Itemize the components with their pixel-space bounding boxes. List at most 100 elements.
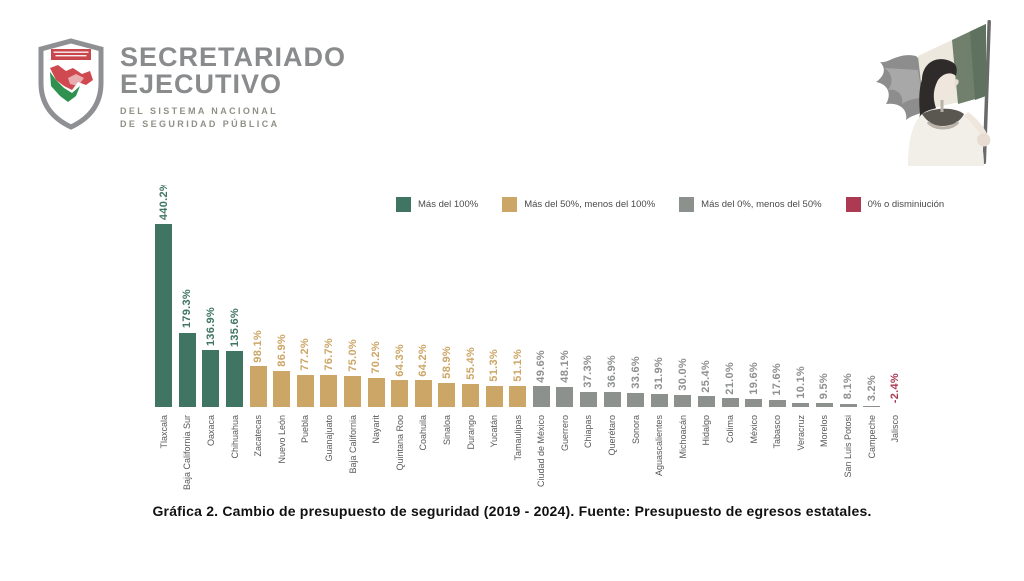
legend-label: Más del 0%, menos del 50% — [701, 199, 822, 210]
x-label-cell: Guanajuato — [317, 415, 341, 462]
x-label-cell: Puebla — [294, 415, 318, 443]
x-axis-label: Tabasco — [772, 415, 783, 449]
bar-column: 36.9% — [600, 355, 624, 407]
bar-column: 136.9% — [199, 307, 223, 407]
bar — [815, 403, 833, 407]
bar-column: 31.9% — [647, 357, 671, 407]
x-axis-label: México — [748, 415, 759, 444]
bar-column: 17.6% — [765, 363, 789, 407]
legend-swatch-icon — [679, 197, 695, 212]
bar-column: 37.3% — [577, 355, 601, 407]
x-label-cell: Hidalgo — [695, 415, 719, 446]
x-label-cell: Yucatán — [482, 415, 506, 448]
x-label-cell: Sonora — [624, 415, 648, 444]
bar-column: 25.4% — [695, 360, 719, 407]
bar-value-label: 98.1% — [252, 329, 265, 363]
legend-swatch-icon — [396, 197, 411, 212]
x-axis-label: Michoacán — [677, 415, 688, 459]
x-label-cell: Chihuahua — [223, 415, 247, 459]
bar-column: 51.1% — [506, 349, 530, 407]
bar — [745, 398, 763, 407]
bar-column: 77.2% — [294, 338, 318, 407]
bar — [768, 399, 786, 407]
plot-area: 440.2% 179.3% 136.9% 135.6% 98.1% 86.9% 77.2% 7… — [152, 185, 912, 407]
bar-column: 98.1% — [246, 329, 270, 407]
bar-value-label: 70.2% — [370, 341, 383, 374]
x-label-cell: San Luis Potosi — [836, 415, 860, 478]
org-title-line1: SECRETARIADO — [120, 42, 347, 72]
bar-value-label: 37.3% — [582, 354, 595, 388]
org-wordmark: SECRETARIADO EJECUTIVO DEL SISTEMA NACIO… — [120, 38, 346, 131]
x-axis-label: Oaxaca — [205, 415, 216, 447]
bar — [697, 396, 715, 407]
x-axis-label: Veracruz — [795, 415, 806, 451]
x-axis-label: Quintana Roo — [394, 415, 405, 471]
bar-column: 86.9% — [270, 334, 294, 407]
bar-value-label: 136.9% — [204, 307, 217, 347]
bar-value-label: 55.4% — [464, 347, 477, 380]
bar-value-label: 10.1% — [794, 366, 807, 399]
bar — [627, 393, 645, 407]
x-label-cell: Tabasco — [765, 415, 789, 449]
bar-value-label: 19.6% — [747, 362, 760, 395]
org-sub-line1: DEL SISTEMA NACIONAL — [120, 106, 279, 116]
x-axis-label: Hidalgo — [701, 415, 712, 446]
bar — [320, 375, 338, 407]
woman-with-flag-illustration — [876, 20, 991, 166]
bar-value-label: 30.0% — [676, 357, 689, 391]
bar — [863, 405, 881, 407]
x-label-cell: Querétaro — [600, 415, 624, 456]
bar — [391, 380, 409, 407]
bar-column: 8.1% — [836, 373, 860, 407]
bar-value-label: -2.4% — [889, 372, 902, 403]
bar-value-label: 33.6% — [629, 356, 642, 389]
bar — [438, 382, 456, 407]
x-label-cell: Durango — [459, 415, 483, 450]
chart-legend: Más del 100% Más del 50%, menos del 100% M… — [396, 197, 944, 212]
bar-value-label: 21.0% — [724, 361, 737, 395]
x-axis-label: Chiapas — [583, 415, 594, 449]
x-label-cell: Ciudad de México — [530, 415, 554, 487]
x-label-cell: Coahuila — [412, 415, 436, 451]
bar — [721, 398, 739, 407]
bar — [414, 380, 432, 407]
x-label-cell: México — [742, 415, 766, 444]
bar — [556, 387, 574, 407]
bar-column: 3.2% — [860, 375, 884, 407]
x-axis-label: Baja California — [347, 415, 358, 474]
bar-column: 51.3% — [482, 349, 506, 407]
x-axis-label: Zacatecas — [253, 415, 264, 457]
x-axis-label: Chihuahua — [229, 415, 240, 459]
bar-value-label: 440.2% — [157, 185, 170, 220]
bar-column: 10.1% — [789, 366, 813, 407]
bar-column: 75.0% — [341, 339, 365, 407]
bar-column: 64.2% — [412, 344, 436, 407]
bar-value-label: 3.2% — [865, 375, 878, 402]
bar-column: 179.3% — [176, 289, 200, 407]
x-label-cell: Chiapas — [577, 415, 601, 448]
legend-item: 0% o disminiución — [845, 197, 945, 212]
bar-value-label: 64.2% — [417, 343, 430, 377]
bar-value-label: 64.3% — [393, 343, 406, 377]
x-axis-label: Yucatán — [489, 415, 500, 448]
x-axis-label: Durango — [465, 415, 476, 450]
x-axis-label: Morelos — [819, 415, 830, 448]
bar-column: 55.4% — [459, 347, 483, 407]
x-axis-label: Tlaxcala — [158, 415, 169, 449]
bar-column: 30.0% — [671, 358, 695, 407]
legend-swatch-icon — [502, 197, 518, 212]
x-label-cell: Veracruz — [789, 415, 813, 451]
chart-caption: Gráfica 2. Cambio de presupuesto de segu… — [152, 503, 872, 519]
bar — [603, 391, 621, 407]
x-axis-label: Jalisco — [890, 415, 901, 443]
x-label-cell: Colima — [718, 415, 742, 443]
x-axis-label: Sinaloa — [441, 415, 452, 446]
x-axis-label: Coahuila — [418, 415, 429, 451]
legend-label: 0% o disminiución — [867, 199, 945, 210]
bar — [155, 224, 173, 407]
x-label-cell: Morelos — [813, 415, 837, 447]
shield-crest-icon — [38, 38, 104, 130]
bar-value-label: 77.2% — [299, 338, 312, 371]
bar — [839, 403, 857, 407]
bar-value-label: 51.1% — [511, 349, 524, 382]
